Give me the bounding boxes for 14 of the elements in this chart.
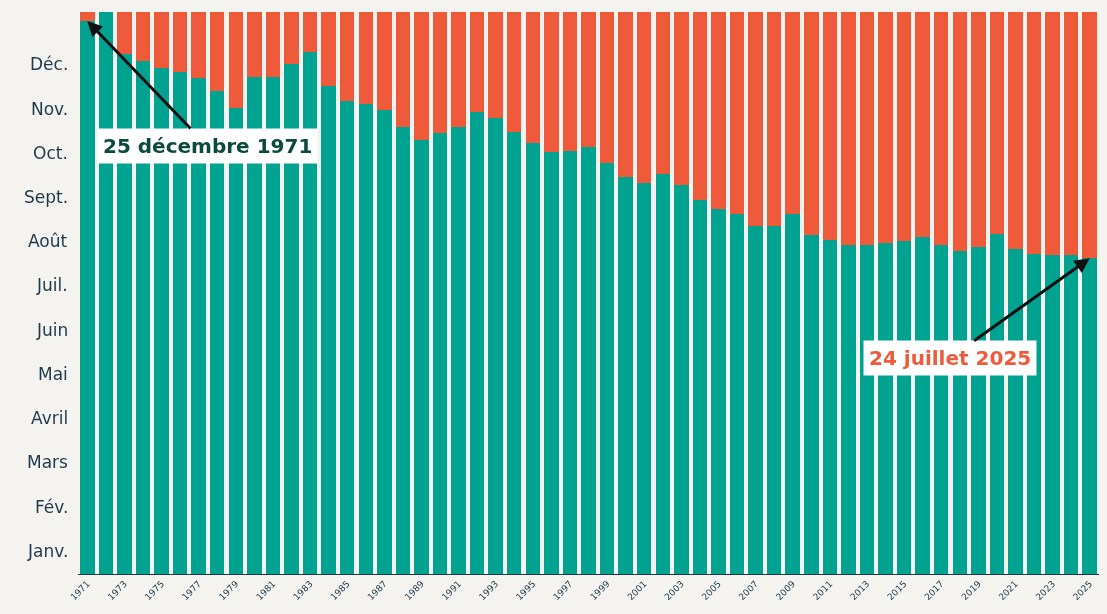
annotation: 24 juillet 2025 xyxy=(869,346,1032,370)
text: Fév. xyxy=(35,497,69,517)
text: Sept. xyxy=(24,187,69,207)
text: Déc. xyxy=(30,54,69,74)
annotation: 25 décembre 1971 xyxy=(103,134,313,158)
text: Août xyxy=(28,231,68,251)
text: Oct. xyxy=(33,143,68,163)
text: Avril xyxy=(31,408,69,428)
text: Janv. xyxy=(27,541,69,561)
text: Mars xyxy=(27,452,69,472)
text: Juil. xyxy=(36,275,68,295)
text: Juin xyxy=(36,320,69,340)
text: Mai xyxy=(38,364,68,384)
text: Nov. xyxy=(31,99,69,119)
